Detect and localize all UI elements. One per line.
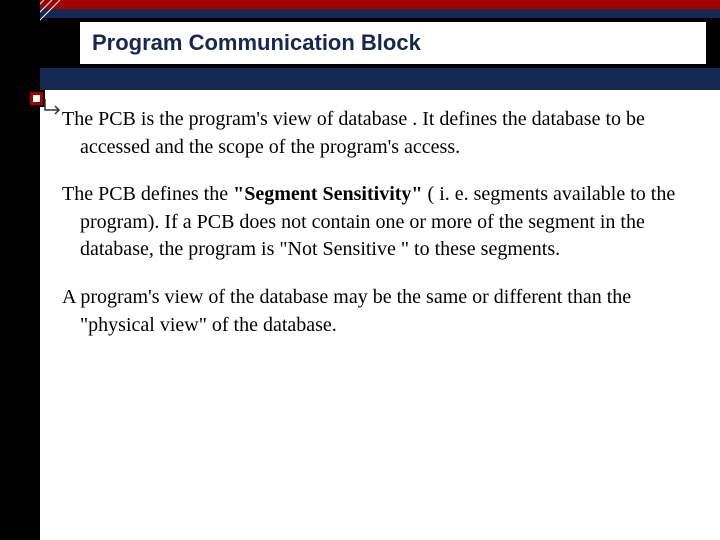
paragraph-2: The PCB defines the "Segment Sensitivity… — [62, 181, 696, 264]
paragraph-3-pre: A program's view of the database may be … — [62, 286, 631, 336]
paragraph-1-pre: The PCB is the program's view of databas… — [62, 108, 645, 158]
paragraph-2-bold: "Segment Sensitivity" — [233, 183, 422, 205]
bar-red — [0, 0, 720, 9]
bar-navy-lower — [0, 68, 720, 90]
paragraph-2-pre: The PCB defines the — [62, 183, 233, 205]
bullet-icon — [28, 90, 45, 107]
left-column — [0, 0, 40, 540]
content-area: The PCB is the program's view of databas… — [40, 90, 720, 540]
bar-navy — [0, 9, 720, 18]
paragraph-1: The PCB is the program's view of databas… — [62, 106, 696, 161]
page-title: Program Communication Block — [92, 30, 421, 56]
paragraph-3: A program's view of the database may be … — [62, 284, 696, 339]
header-bars — [0, 0, 720, 18]
arrow-connector-icon — [44, 98, 62, 116]
title-box: Program Communication Block — [78, 20, 708, 66]
